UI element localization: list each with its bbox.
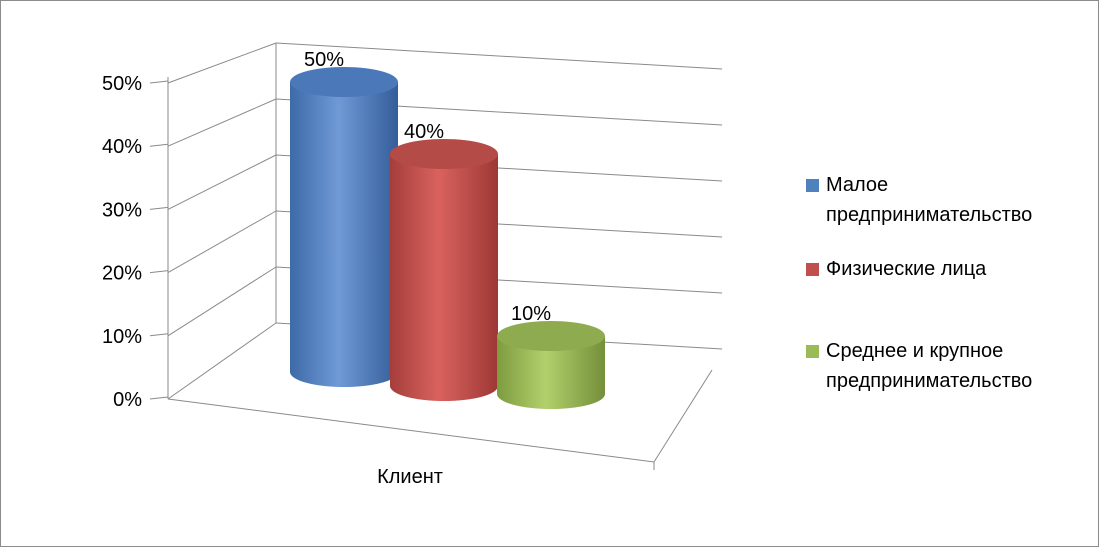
x-axis-label: Клиент: [377, 466, 443, 488]
gridline-side: [167, 322, 277, 400]
legend-swatch: [806, 179, 819, 192]
bar-cylinder-top: [390, 139, 498, 169]
legend-label: Среднее и крупное предпринимательство: [826, 340, 1033, 392]
y-tick-mark: [149, 270, 169, 274]
data-label-layer: 50% 40% 10%: [304, 49, 551, 325]
legend-swatch: [806, 263, 819, 276]
legend-label: Малое предпринимательство: [826, 174, 1033, 226]
y-tick-mark: [149, 396, 169, 400]
y-tick-mark: [149, 143, 169, 147]
data-label: 10%: [511, 303, 551, 325]
y-tick-label: 30%: [102, 199, 142, 221]
data-label: 40%: [404, 121, 444, 143]
y-tick-mark: [149, 206, 169, 210]
bar-cylinder-top: [290, 67, 398, 97]
bar-cylinder-body: [497, 336, 605, 409]
y-tick-mark: [149, 333, 169, 337]
legend-swatch: [806, 345, 819, 358]
gridline-side: [167, 210, 277, 274]
gridline-back: [275, 42, 723, 70]
gridline-side: [167, 42, 277, 84]
data-label: 50%: [304, 49, 344, 71]
y-tick-label: 40%: [102, 136, 142, 158]
tick-label-layer: 0% 10% 20% 30% 40% 50%: [102, 73, 142, 411]
y-tick-mark: [149, 80, 169, 84]
gridline-side: [167, 154, 277, 210]
legend-label: Физические лица: [826, 258, 987, 280]
bar-cylinder-body: [290, 82, 398, 387]
y-tick-label: 50%: [102, 73, 142, 95]
bar-cylinder-top: [497, 321, 605, 351]
y-tick-label: 20%: [102, 263, 142, 285]
gridline-side: [167, 98, 277, 147]
y-tick-label: 10%: [102, 326, 142, 348]
gridline-side: [167, 266, 277, 337]
y-tick-label: 0%: [113, 389, 142, 411]
bar-cylinder-body: [390, 154, 498, 401]
bars-layer: [290, 67, 605, 409]
